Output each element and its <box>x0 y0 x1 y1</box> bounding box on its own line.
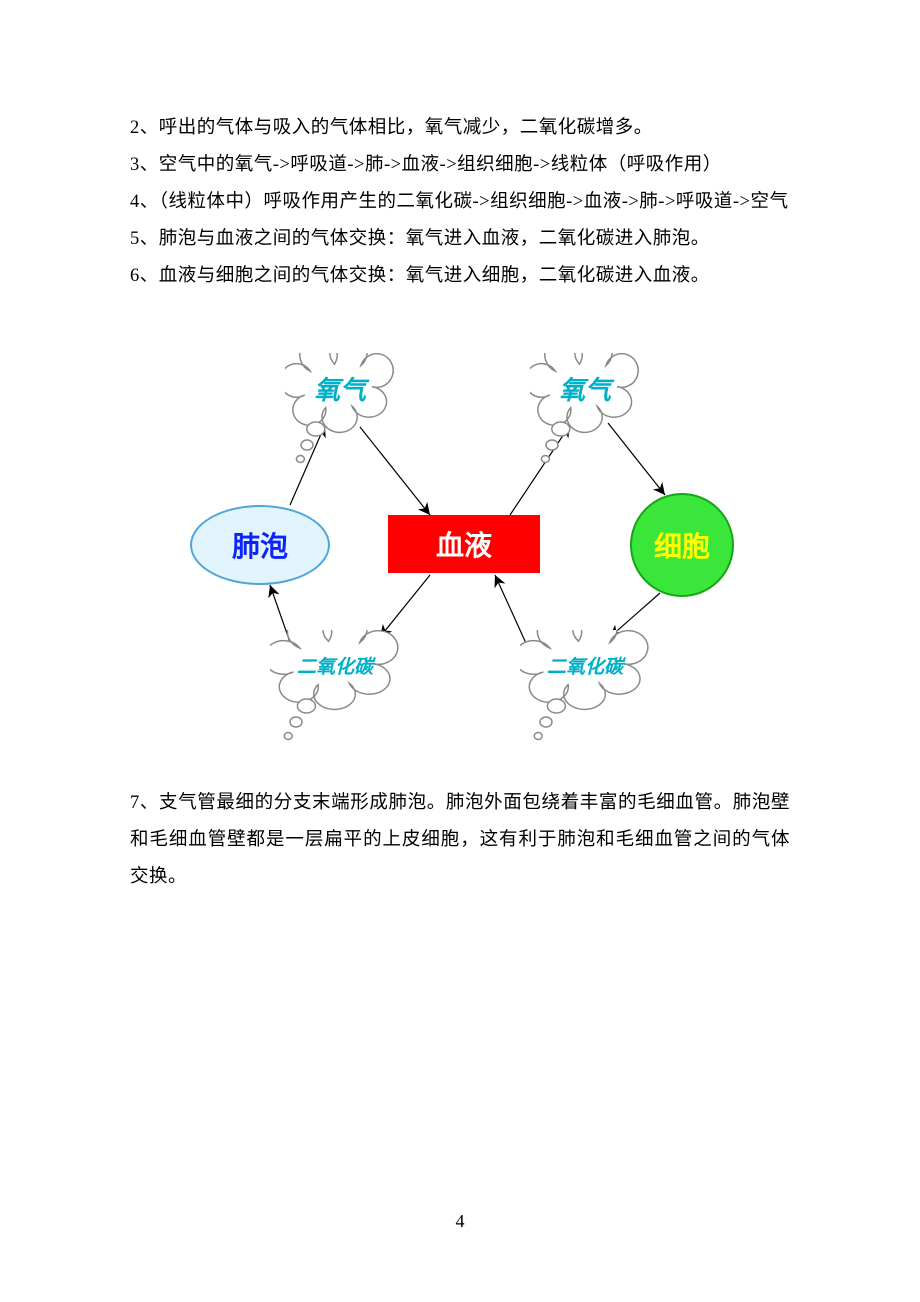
node-cell-label: 细胞 <box>654 525 710 565</box>
line-4: 4、（线粒体中）呼吸作用产生的二氧化碳->组织细胞->血液->肺->呼吸道->空… <box>130 184 790 221</box>
node-alveoli-label: 肺泡 <box>232 525 288 565</box>
page-content: 2、呼出的气体与吸入的气体相比，氧气减少，二氧化碳增多。 3、空气中的氧气->呼… <box>0 0 920 896</box>
node-alveoli: 肺泡 <box>190 505 330 585</box>
node-cell: 细胞 <box>630 493 734 597</box>
line-2: 2、呼出的气体与吸入的气体相比，氧气减少，二氧化碳增多。 <box>130 110 790 147</box>
cloud-oxygen-left: 氧气 <box>285 353 395 468</box>
cloud-co2-right: 二氧化碳 <box>520 630 650 745</box>
line-6: 6、血液与细胞之间的气体交换：氧气进入细胞，二氧化碳进入血液。 <box>130 258 790 295</box>
page-number: 4 <box>0 1211 920 1232</box>
gas-exchange-diagram: 肺泡 血液 细胞 氧气 氧气 二氧化碳 <box>130 335 790 755</box>
node-blood-label: 血液 <box>436 524 492 564</box>
node-blood: 血液 <box>388 515 540 573</box>
cloud-oxygen-right: 氧气 <box>530 353 640 468</box>
line-7: 7、支气管最细的分支末端形成肺泡。肺泡外面包绕着丰富的毛细血管。肺泡壁和毛细血管… <box>130 785 790 896</box>
cloud-co2-left: 二氧化碳 <box>270 630 400 745</box>
line-3: 3、空气中的氧气->呼吸道->肺->血液->组织细胞->线粒体（呼吸作用） <box>130 147 790 184</box>
line-5: 5、肺泡与血液之间的气体交换：氧气进入血液，二氧化碳进入肺泡。 <box>130 221 790 258</box>
